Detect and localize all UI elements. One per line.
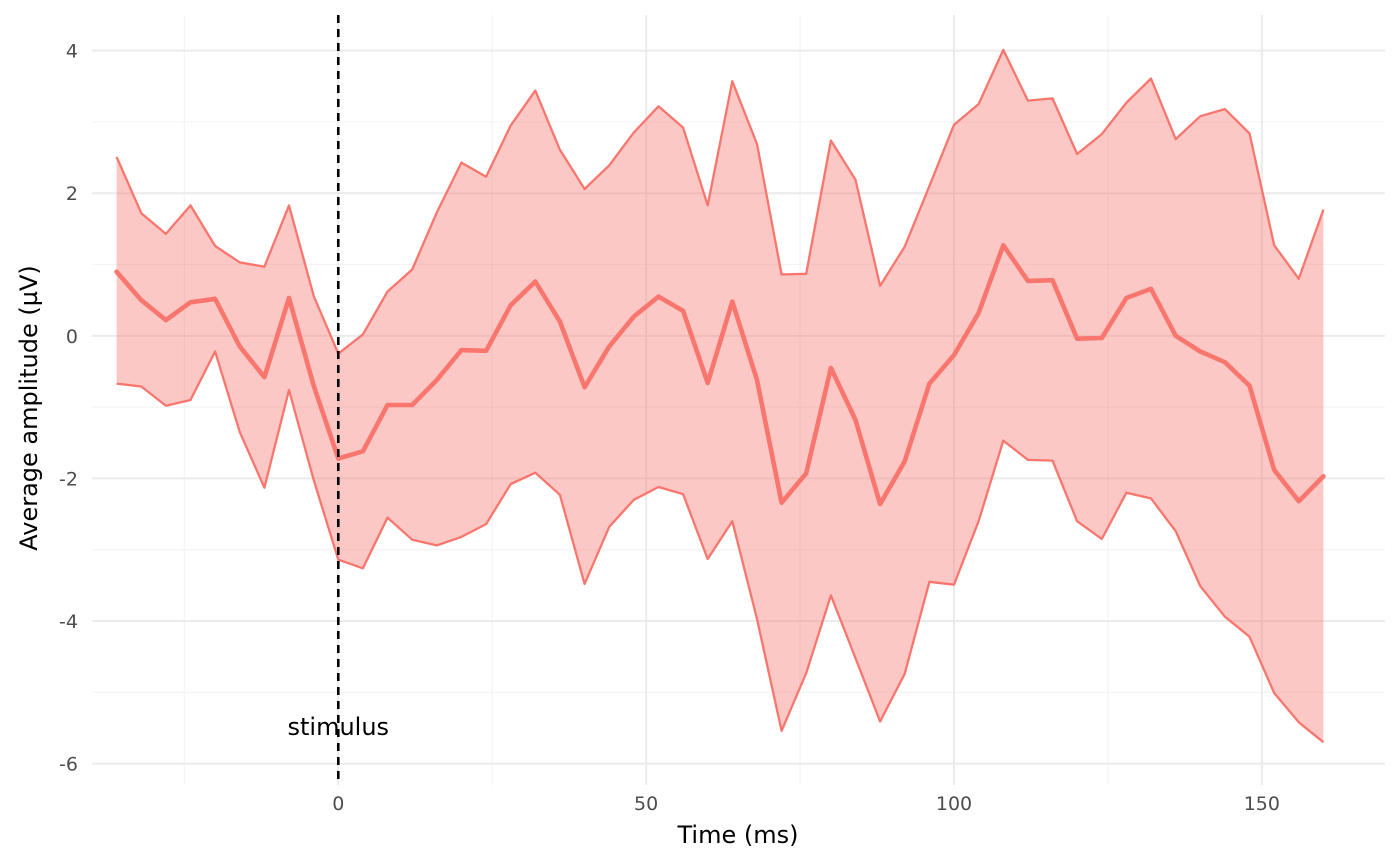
y-axis-ticks: -6 -4 -2 0 2 4 — [59, 41, 78, 776]
x-tick-label: 0 — [332, 793, 344, 815]
grid — [92, 15, 1385, 785]
y-tick-label: -6 — [59, 754, 78, 776]
confidence-ribbon — [116, 49, 1324, 743]
mean-amplitude-line — [114, 243, 1326, 507]
annotation-layer: stimulus — [288, 15, 390, 785]
upper-bound-line — [115, 48, 1325, 355]
x-axis-ticks: 0 50 100 150 — [332, 793, 1280, 815]
x-tick-label: 150 — [1244, 793, 1280, 815]
x-tick-label: 50 — [634, 793, 658, 815]
lower-bound-line — [116, 350, 1325, 744]
y-tick-label: -2 — [59, 468, 78, 490]
y-axis-title: Average amplitude (µV) — [15, 265, 43, 551]
y-tick-label: 2 — [66, 183, 78, 205]
stimulus-label: stimulus — [288, 713, 390, 741]
x-axis-title: Time (ms) — [677, 821, 799, 849]
y-tick-label: -4 — [59, 611, 78, 633]
series-layer — [114, 48, 1326, 744]
x-tick-label: 100 — [936, 793, 972, 815]
y-tick-label: 0 — [66, 326, 78, 348]
ribbon-layer — [116, 49, 1324, 743]
y-tick-label: 4 — [66, 41, 78, 63]
